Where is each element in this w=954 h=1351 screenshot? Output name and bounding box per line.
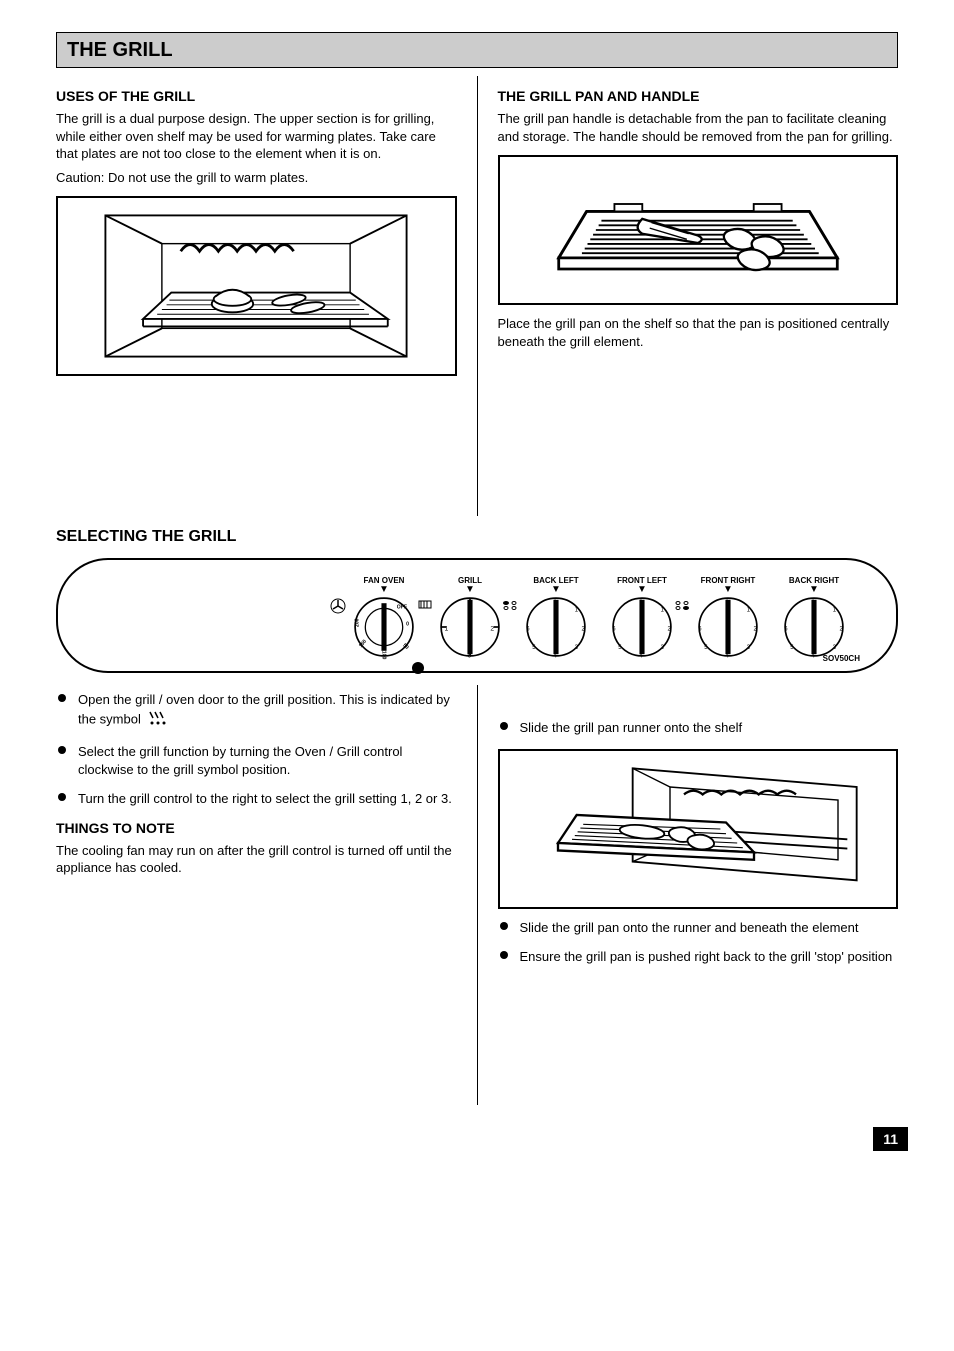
bullet-slide-runner: Slide the grill pan runner onto the shel…	[498, 719, 899, 737]
control-panel: FAN OVEN ▼ OFF 0 50 100 150 200	[56, 558, 898, 673]
svg-text:200: 200	[355, 618, 361, 627]
svg-text:OFF: OFF	[397, 604, 407, 610]
section-2-right: Slide the grill pan runner onto the shel…	[486, 685, 899, 1105]
bullet-select-grill: Select the grill function by turning the…	[56, 743, 457, 778]
right-bullets-bottom: Slide the grill pan onto the runner and …	[498, 919, 899, 966]
bullet-push-back: Ensure the grill pan is pushed right bac…	[498, 948, 899, 966]
things-to-note-heading: THINGS TO NOTE	[56, 820, 457, 836]
bullet-slide-onto-runner: Slide the grill pan onto the runner and …	[498, 919, 899, 937]
oven-inside-illustration	[86, 206, 426, 366]
things-to-note-text: The cooling fan may run on after the gri…	[56, 842, 457, 877]
hob-dial[interactable]: 0 1 2 3 4 5 6	[608, 593, 676, 661]
section-title-bar: THE GRILL	[56, 32, 898, 68]
panel-model-label: SOV50CH	[823, 654, 860, 663]
figure-oven-inside	[56, 196, 457, 376]
section-2-text: Open the grill / oven door to the grill …	[56, 685, 898, 1105]
uses-caution: Caution: Do not use the grill to warm pl…	[56, 169, 457, 187]
left-bullets: Open the grill / oven door to the grill …	[56, 691, 457, 808]
right-bullets-top: Slide the grill pan runner onto the shel…	[498, 719, 899, 737]
uses-paragraph: The grill is a dual purpose design. The …	[56, 110, 457, 163]
bullet-turn-control: Turn the grill control to the right to s…	[56, 790, 457, 808]
bullet-text: Ensure the grill pan is pushed right bac…	[520, 949, 893, 964]
bullet-text: Slide the grill pan onto the runner and …	[520, 920, 859, 935]
slide-pan-illustration	[528, 759, 868, 899]
knob-grill: GRILL ▼ 0 1 2 3	[436, 576, 504, 661]
svg-text:0: 0	[406, 621, 409, 627]
section-1-left: USES OF THE GRILL The grill is a dual pu…	[56, 76, 469, 516]
knob-back-left: BACK LEFT ▼ 0 1 2 3 4 5 6	[522, 576, 590, 661]
section-2-left: Open the grill / oven door to the grill …	[56, 685, 469, 1105]
hob-dial[interactable]: 0 1 2 3 4 5 6	[780, 593, 848, 661]
hob-zone-icon	[502, 600, 518, 610]
pan-p1: The grill pan handle is detachable from …	[498, 110, 899, 145]
svg-text:2: 2	[840, 626, 843, 632]
bullet-text: Open the grill / oven door to the grill …	[78, 692, 450, 726]
svg-text:100: 100	[380, 651, 386, 660]
grill-door-position-icon	[147, 709, 169, 732]
section-1: USES OF THE GRILL The grill is a dual pu…	[56, 76, 898, 516]
selecting-heading: SELECTING THE GRILL	[56, 528, 898, 546]
bullet-text: Turn the grill control to the right to s…	[78, 791, 452, 806]
pan-p2: Place the grill pan on the shelf so that…	[498, 315, 899, 350]
svg-text:2: 2	[582, 626, 585, 632]
section-2-divider	[477, 685, 478, 1105]
bullet-open-door: Open the grill / oven door to the grill …	[56, 691, 457, 731]
hob-dial[interactable]: 0 1 2 3 4 5 6	[522, 593, 590, 661]
bullet-text: Select the grill function by turning the…	[78, 744, 402, 777]
page-number: 11	[873, 1127, 908, 1151]
figure-slide-pan	[498, 749, 899, 909]
section-1-right: THE GRILL PAN AND HANDLE The grill pan h…	[486, 76, 899, 516]
fan-oven-dial[interactable]: OFF 0 50 100 150 200	[350, 593, 418, 661]
knob-front-left: FRONT LEFT ▼ 0 1 2 3 4 5 6	[608, 576, 676, 661]
svg-text:2: 2	[490, 625, 494, 632]
svg-text:2: 2	[668, 626, 671, 632]
uses-heading: USES OF THE GRILL	[56, 88, 457, 104]
grill-pan-illustration	[528, 165, 868, 295]
knob-fan-oven: FAN OVEN ▼ OFF 0 50 100 150 200	[350, 576, 418, 661]
knob-back-right: BACK RIGHT ▼ 0 1 2 3 4 5 6	[780, 576, 848, 661]
svg-text:2: 2	[754, 626, 757, 632]
hob-zone-icon	[674, 600, 690, 610]
pan-heading: THE GRILL PAN AND HANDLE	[498, 88, 899, 104]
knob-front-right: FRONT RIGHT ▼ 0 1 2 3 4 5 6	[694, 576, 762, 661]
indicator-light	[412, 662, 424, 674]
knob-row: FAN OVEN ▼ OFF 0 50 100 150 200	[76, 576, 878, 661]
section-1-divider	[477, 76, 478, 516]
grill-dial[interactable]: 0 1 2 3	[436, 593, 504, 661]
figure-grill-pan	[498, 155, 899, 305]
grill-icon	[418, 598, 432, 612]
fan-icon	[330, 598, 346, 614]
page-root: THE GRILL USES OF THE GRILL The grill is…	[0, 0, 954, 1165]
bullet-text: Slide the grill pan runner onto the shel…	[520, 720, 743, 735]
hob-dial[interactable]: 0 1 2 3 4 5 6	[694, 593, 762, 661]
